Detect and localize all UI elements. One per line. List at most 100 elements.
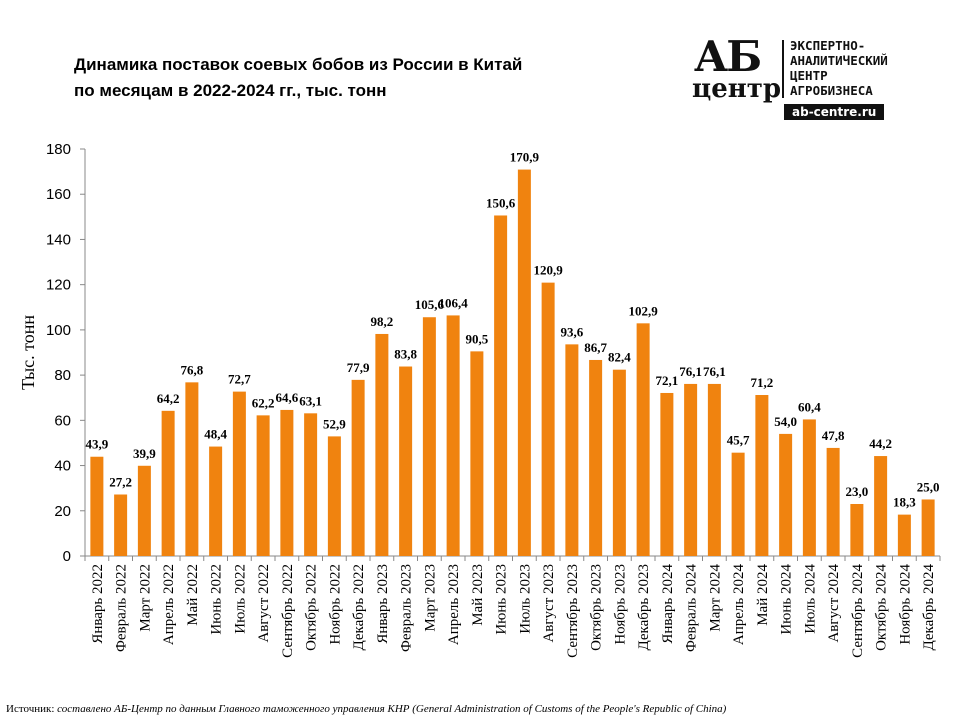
- bar: [660, 392, 674, 556]
- logo-text: ЭКСПЕРТНО- АНАЛИТИЧЕСКИЙ ЦЕНТР АГРОБИЗНЕ…: [790, 38, 888, 98]
- bar: [137, 465, 151, 556]
- data-label: 39,9: [133, 446, 156, 461]
- data-label: 105,6: [415, 297, 445, 312]
- data-label: 120,9: [534, 263, 564, 278]
- bar: [209, 446, 223, 556]
- x-tick-label: Апрель 2023: [446, 564, 462, 645]
- chart-title: Динамика поставок соевых бобов из России…: [74, 52, 522, 104]
- x-tick-label: Январь 2023: [375, 564, 391, 644]
- y-tick-label: 140: [46, 231, 71, 248]
- logo-ab: АБ: [694, 32, 762, 81]
- bar: [185, 382, 199, 556]
- x-tick-label: Октябрь 2022: [304, 564, 320, 651]
- y-tick-label: 80: [54, 367, 71, 384]
- data-label: 72,1: [656, 373, 679, 388]
- x-tick-label: Декабрь 2023: [636, 564, 652, 651]
- bar: [422, 317, 436, 556]
- bar: [707, 383, 721, 556]
- bar: [90, 456, 104, 556]
- data-label: 170,9: [510, 150, 540, 165]
- bar: [826, 447, 840, 556]
- x-tick-label: Октябрь 2024: [874, 564, 890, 651]
- x-tick-label: Апрель 2022: [161, 564, 177, 645]
- bar: [874, 456, 888, 556]
- data-label: 76,8: [181, 362, 204, 377]
- x-tick-label: Ноябрь 2022: [327, 564, 343, 645]
- data-label: 83,8: [394, 347, 417, 362]
- source-text: составлено АБ-Центр по данным Главного т…: [57, 703, 727, 715]
- x-tick-label: Ноябрь 2024: [897, 564, 913, 645]
- bar: [731, 452, 745, 556]
- x-tick-label: Март 2023: [422, 564, 438, 632]
- x-tick-label: Февраль 2023: [399, 564, 415, 652]
- data-label: 54,0: [774, 414, 797, 429]
- logo-divider: [782, 40, 784, 98]
- data-label: 64,6: [276, 390, 299, 405]
- x-tick-label: Декабрь 2022: [351, 564, 367, 651]
- data-label: 150,6: [486, 195, 516, 210]
- bar: [589, 359, 603, 556]
- data-label: 43,9: [86, 437, 109, 452]
- data-label: 93,6: [561, 324, 584, 339]
- x-tick-label: Январь 2024: [660, 564, 676, 644]
- data-label: 64,2: [157, 391, 180, 406]
- data-label: 25,0: [917, 479, 940, 494]
- data-label: 52,9: [323, 416, 346, 431]
- bar: [232, 391, 246, 556]
- x-tick-label: Октябрь 2023: [589, 564, 605, 651]
- x-tick-label: Август 2023: [541, 564, 557, 643]
- bar: [755, 395, 769, 556]
- x-tick-label: Февраль 2022: [114, 564, 130, 652]
- bar: [921, 499, 935, 556]
- x-tick-label: Июль 2023: [517, 564, 533, 634]
- x-tick-label: Июнь 2024: [779, 564, 795, 635]
- logo-line: АНАЛИТИЧЕСКИЙ: [790, 53, 888, 68]
- bar: [256, 415, 270, 556]
- data-label: 44,2: [869, 436, 892, 451]
- data-label: 86,7: [584, 340, 607, 355]
- data-label: 77,9: [347, 360, 370, 375]
- title-line-2: по месяцам в 2022-2024 гг., тыс. тонн: [74, 81, 387, 100]
- x-tick-label: Март 2022: [137, 564, 153, 632]
- title-line-1: Динамика поставок соевых бобов из России…: [74, 55, 523, 74]
- bar: [779, 433, 793, 556]
- y-tick-label: 180: [46, 141, 71, 158]
- y-axis-label: Тыс. тонн: [18, 315, 38, 390]
- bar: [517, 169, 531, 556]
- x-tick-label: Сентябрь 2023: [565, 564, 581, 658]
- bar: [114, 494, 128, 556]
- bar: [897, 514, 911, 556]
- y-tick-label: 100: [46, 322, 71, 339]
- data-label: 23,0: [846, 484, 869, 499]
- x-tick-label: Июль 2022: [232, 564, 248, 634]
- bar: [304, 413, 318, 556]
- data-label: 60,4: [798, 399, 821, 414]
- x-tick-label: Май 2022: [185, 564, 201, 626]
- x-tick-label: Август 2024: [826, 564, 842, 643]
- ab-centre-logo: АБ центр ЭКСПЕРТНО- АНАЛИТИЧЕСКИЙ ЦЕНТР …: [690, 32, 935, 122]
- bar: [446, 315, 460, 556]
- data-label: 62,2: [252, 395, 275, 410]
- y-tick-label: 120: [46, 277, 71, 294]
- bar: [327, 436, 341, 556]
- x-tick-label: Март 2024: [707, 564, 723, 632]
- data-label: 27,2: [109, 474, 132, 489]
- data-label: 76,1: [703, 364, 726, 379]
- x-tick-label: Июнь 2023: [494, 564, 510, 635]
- data-label: 71,2: [751, 375, 774, 390]
- bar: [351, 379, 365, 556]
- data-label: 106,4: [439, 295, 469, 310]
- bar: [636, 323, 650, 556]
- x-tick-label: Апрель 2024: [731, 564, 747, 646]
- x-tick-label: Декабрь 2024: [921, 564, 937, 651]
- x-tick-label: Ноябрь 2023: [612, 564, 628, 645]
- data-label: 76,1: [679, 364, 702, 379]
- data-label: 98,2: [371, 314, 394, 329]
- data-label: 45,7: [727, 433, 750, 448]
- bar: [280, 409, 294, 556]
- data-label: 82,4: [608, 350, 631, 365]
- data-label: 18,3: [893, 495, 916, 510]
- x-tick-label: Август 2022: [256, 564, 272, 643]
- logo-line: ЦЕНТР: [790, 68, 828, 83]
